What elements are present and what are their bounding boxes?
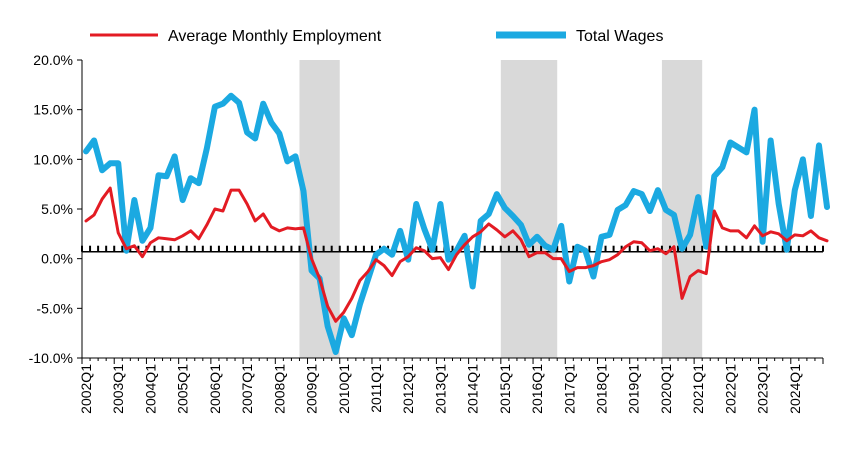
x-tick-label: 2014Q1 (465, 364, 481, 414)
series-line-total-wages (83, 92, 831, 356)
y-tick-label: -10.0% (29, 350, 73, 366)
x-tick-label: 2019Q1 (626, 364, 642, 414)
legend-label-average-monthly-employment: Average Monthly Employment (168, 28, 382, 45)
x-tick-label: 2015Q1 (497, 364, 513, 414)
legend-label-total-wages: Total Wages (576, 28, 663, 45)
x-tick-label: 2012Q1 (400, 364, 416, 414)
x-tick-label: 2016Q1 (529, 364, 545, 414)
shaded-period-2 (500, 60, 558, 358)
x-tick-label: 2002Q1 (78, 364, 94, 414)
x-tick-label: 2004Q1 (142, 364, 158, 414)
x-tick-label: 2018Q1 (594, 364, 610, 414)
series-line-average-monthly-employment (84, 186, 829, 323)
y-tick-label: 20.0% (33, 52, 73, 68)
x-tick-label: 2017Q1 (561, 364, 577, 414)
x-tick-label: 2008Q1 (271, 364, 287, 414)
y-tick-label: 0.0% (41, 251, 73, 267)
x-tick-label: 2011Q1 (368, 364, 384, 413)
legend: Average Monthly Employment Total Wages (90, 28, 663, 45)
y-tick-label: 15.0% (33, 102, 73, 118)
y-tick-label: 10.0% (33, 151, 73, 167)
x-tick-label: 2006Q1 (207, 364, 223, 414)
x-tick-label: 2020Q1 (658, 364, 674, 414)
axes: -10.0% -5.0% 0.0% 5.0% 10.0% 15.0% 20.0% 2002Q1… (29, 52, 824, 414)
x-tick-label: 2023Q1 (755, 364, 771, 414)
x-tick-label: 2013Q1 (432, 364, 448, 414)
x-tick-label: 2003Q1 (110, 364, 126, 414)
x-tick-label: 2010Q1 (336, 364, 352, 414)
x-tick-label: 2007Q1 (239, 364, 255, 414)
y-tick-label: 5.0% (41, 201, 73, 217)
x-tick-label: 2009Q1 (304, 364, 320, 414)
x-tick-label: 2021Q1 (690, 364, 706, 414)
x-tick-label: 2005Q1 (175, 364, 191, 414)
series-lines (83, 92, 831, 356)
x-tick-label: 2024Q1 (787, 364, 803, 414)
x-tick-label: 2022Q1 (722, 364, 738, 414)
y-tick-label: -5.0% (36, 300, 73, 316)
